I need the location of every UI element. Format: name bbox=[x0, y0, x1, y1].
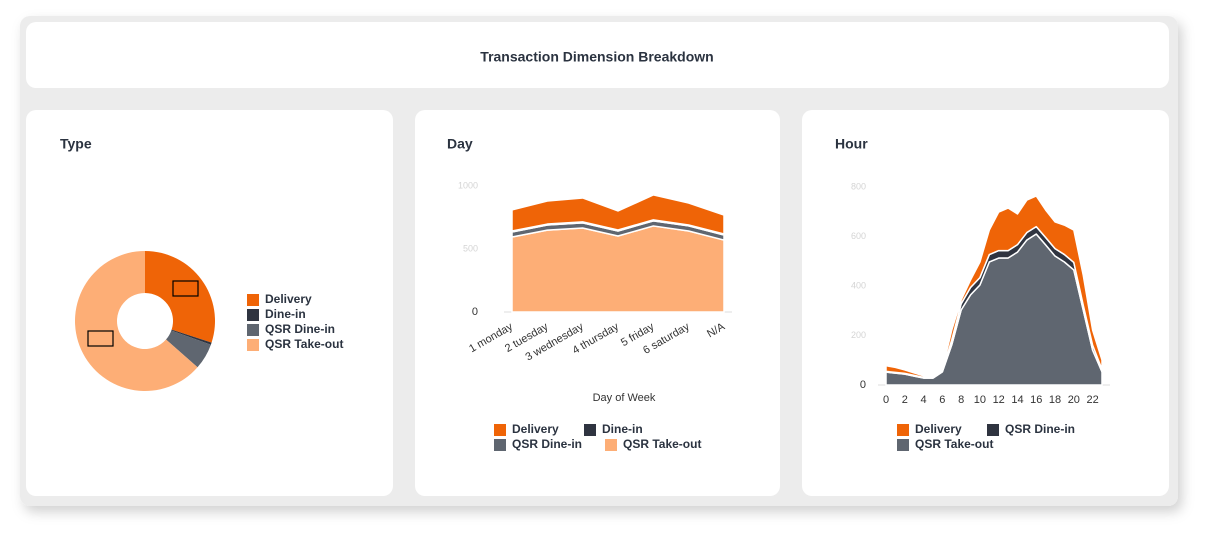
legend-swatch bbox=[584, 424, 596, 436]
x-tick-label: 10 bbox=[974, 394, 986, 406]
y-tick-label: 0 bbox=[472, 306, 478, 318]
x-tick-label: 6 bbox=[939, 394, 945, 406]
legend-label: Delivery bbox=[915, 422, 962, 436]
legend-swatch bbox=[494, 424, 506, 436]
x-tick-label: 2 bbox=[902, 394, 908, 406]
x-tick-label: 8 bbox=[958, 394, 964, 406]
x-tick-label: 16 bbox=[1030, 394, 1042, 406]
x-tick-label: 4 bbox=[921, 394, 927, 406]
legend-swatch bbox=[897, 439, 909, 451]
area bbox=[885, 195, 1103, 379]
legend-label: QSR Take-out bbox=[623, 437, 701, 451]
pie-slice bbox=[171, 329, 212, 345]
pie-slice bbox=[166, 330, 211, 368]
x-tick-label: 0 bbox=[883, 394, 889, 406]
legend-label: QSR Dine-in bbox=[1005, 422, 1075, 436]
legend-swatch bbox=[247, 339, 259, 351]
x-axis-label: Day of Week bbox=[593, 392, 656, 404]
y-tick-label: 400 bbox=[851, 280, 866, 290]
legend-swatch bbox=[987, 424, 999, 436]
area bbox=[511, 225, 725, 313]
legend-label: Dine-in bbox=[602, 422, 643, 436]
y-tick-label: 0 bbox=[860, 379, 866, 391]
area bbox=[511, 194, 725, 235]
legend-label: QSR Take-out bbox=[915, 437, 993, 451]
pie-slice bbox=[75, 251, 198, 392]
legend-swatch bbox=[494, 439, 506, 451]
legend-swatch bbox=[605, 439, 617, 451]
header-card bbox=[26, 22, 1169, 88]
legend-label: Delivery bbox=[265, 292, 312, 306]
chart-title: Day bbox=[447, 136, 473, 152]
legend-label: QSR Dine-in bbox=[512, 437, 582, 451]
x-tick-label: 14 bbox=[1011, 394, 1023, 406]
y-tick-label: 500 bbox=[463, 243, 478, 253]
legend-swatch bbox=[247, 309, 259, 321]
y-tick-label: 1000 bbox=[458, 180, 478, 190]
legend-swatch bbox=[247, 294, 259, 306]
legend-label: QSR Dine-in bbox=[265, 322, 335, 336]
tooltip-box bbox=[87, 330, 114, 347]
y-tick-label: 600 bbox=[851, 231, 866, 241]
legend-swatch bbox=[897, 424, 909, 436]
chart-title: Type bbox=[60, 136, 92, 152]
tooltip-box bbox=[172, 280, 199, 297]
dashboard-title: Transaction Dimension Breakdown bbox=[480, 49, 713, 65]
chart-title: Hour bbox=[835, 136, 868, 152]
y-tick-label: 200 bbox=[851, 330, 866, 340]
y-tick-label: 800 bbox=[851, 181, 866, 191]
legend-label: Delivery bbox=[512, 422, 559, 436]
legend-swatch bbox=[247, 324, 259, 336]
legend-label: Dine-in bbox=[265, 307, 306, 321]
x-tick-label: 20 bbox=[1068, 394, 1080, 406]
legend-label: QSR Take-out bbox=[265, 337, 343, 351]
pie-slice bbox=[145, 251, 216, 343]
x-tick-label: 12 bbox=[993, 394, 1005, 406]
x-tick-label: 18 bbox=[1049, 394, 1061, 406]
x-tick-label: 22 bbox=[1086, 394, 1098, 406]
